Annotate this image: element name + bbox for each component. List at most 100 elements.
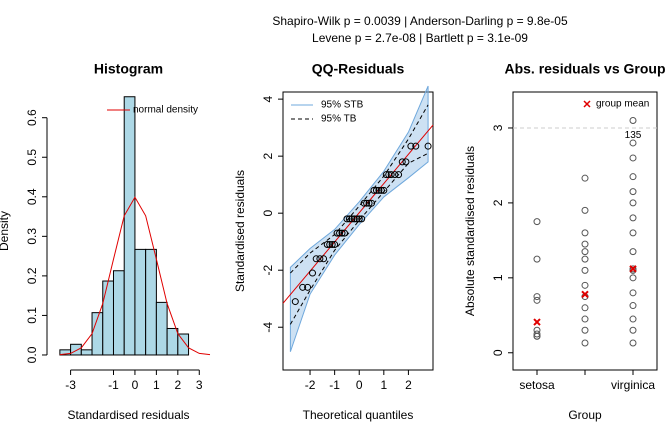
reference-line xyxy=(282,124,434,304)
point xyxy=(581,229,589,237)
x-tick-label: 1 xyxy=(380,378,387,392)
point xyxy=(299,283,307,291)
bar xyxy=(102,280,114,356)
point xyxy=(336,229,344,237)
point xyxy=(412,142,420,150)
point xyxy=(581,326,589,334)
stb-band xyxy=(289,85,429,352)
point xyxy=(398,158,406,166)
panel-title: Abs. residuals vs Group xyxy=(504,61,665,77)
point xyxy=(353,215,361,223)
group-mean xyxy=(581,290,589,299)
tb-line xyxy=(290,104,429,274)
y-tick-label: 0 xyxy=(491,349,505,356)
x-axis-label: Group xyxy=(568,408,602,422)
point xyxy=(345,215,353,223)
point xyxy=(629,339,637,347)
group-mean xyxy=(533,318,541,326)
point xyxy=(629,265,637,273)
point xyxy=(370,186,378,194)
point xyxy=(533,326,541,334)
point xyxy=(581,240,589,248)
point xyxy=(402,158,410,166)
point xyxy=(581,339,589,347)
x-tick-label: -1 xyxy=(108,378,119,392)
y-tick-label: 0.1 xyxy=(25,307,39,324)
point xyxy=(360,199,368,207)
y-axis-label: Standardised residuals xyxy=(233,170,247,292)
point xyxy=(395,171,403,179)
legend-label: 95% STB xyxy=(321,100,364,111)
point xyxy=(316,255,324,263)
point xyxy=(407,142,415,150)
point xyxy=(629,289,637,297)
point xyxy=(320,255,328,263)
point xyxy=(533,293,541,301)
x-axis-label: Standardised residuals xyxy=(67,408,189,422)
x-tick-label: virginica xyxy=(611,378,655,392)
point xyxy=(533,296,541,304)
y-tick-label: 0.3 xyxy=(25,228,39,245)
suptitle: Levene p = 2.7e-08 | Bartlett p = 3.1e-0… xyxy=(312,31,528,45)
x-axis-label: Theoretical quantiles xyxy=(303,408,414,422)
x-tick-label: 2 xyxy=(174,378,181,392)
point xyxy=(323,241,331,249)
point xyxy=(333,229,341,237)
point xyxy=(629,248,637,256)
y-tick-label: 0.4 xyxy=(25,188,39,205)
point xyxy=(365,199,373,207)
bar xyxy=(166,327,179,356)
y-tick-label: 2 xyxy=(491,199,505,206)
bar xyxy=(80,349,93,356)
group-mean xyxy=(629,265,637,273)
y-tick-label: 4 xyxy=(261,95,275,102)
point xyxy=(348,215,356,223)
point xyxy=(424,142,432,150)
point xyxy=(629,229,637,237)
y-tick-label: 2 xyxy=(261,152,275,159)
suptitle: Shapiro-Wilk p = 0.0039 | Anderson-Darli… xyxy=(272,14,568,28)
point xyxy=(377,186,385,194)
point xyxy=(372,186,380,194)
y-axis-label: Density xyxy=(0,211,11,251)
point xyxy=(312,255,320,263)
point xyxy=(581,174,589,182)
point xyxy=(328,241,336,249)
y-tick-label: 0.6 xyxy=(25,109,39,126)
y-tick-label: -4 xyxy=(261,322,275,333)
point xyxy=(629,199,637,207)
x-tick-label: 0 xyxy=(356,378,363,392)
point xyxy=(380,186,388,194)
y-tick-label: -2 xyxy=(261,265,275,276)
point xyxy=(629,116,637,124)
point xyxy=(363,199,371,207)
bar xyxy=(155,301,168,356)
point-label: 135 xyxy=(625,130,642,141)
bar xyxy=(123,96,136,356)
point xyxy=(581,255,589,263)
density-curve xyxy=(59,196,211,356)
point xyxy=(331,241,339,249)
bar xyxy=(134,248,147,356)
point xyxy=(391,171,399,179)
y-tick-label: 1 xyxy=(491,274,505,281)
bar xyxy=(70,343,82,356)
point xyxy=(581,281,589,289)
bar xyxy=(112,270,125,356)
x-tick-label: -3 xyxy=(65,378,76,392)
point xyxy=(533,330,541,338)
point xyxy=(629,173,637,181)
x-tick-label: setosa xyxy=(519,378,555,392)
point xyxy=(629,154,637,162)
point xyxy=(368,199,376,207)
y-tick-label: 0.0 xyxy=(25,346,39,363)
point xyxy=(629,188,637,196)
point xyxy=(358,215,366,223)
legend-label: group mean xyxy=(596,99,649,110)
point xyxy=(382,171,390,179)
y-tick-label: 0 xyxy=(261,210,275,217)
panel-title: Histogram xyxy=(94,61,163,77)
point xyxy=(629,139,637,147)
point xyxy=(629,214,637,222)
